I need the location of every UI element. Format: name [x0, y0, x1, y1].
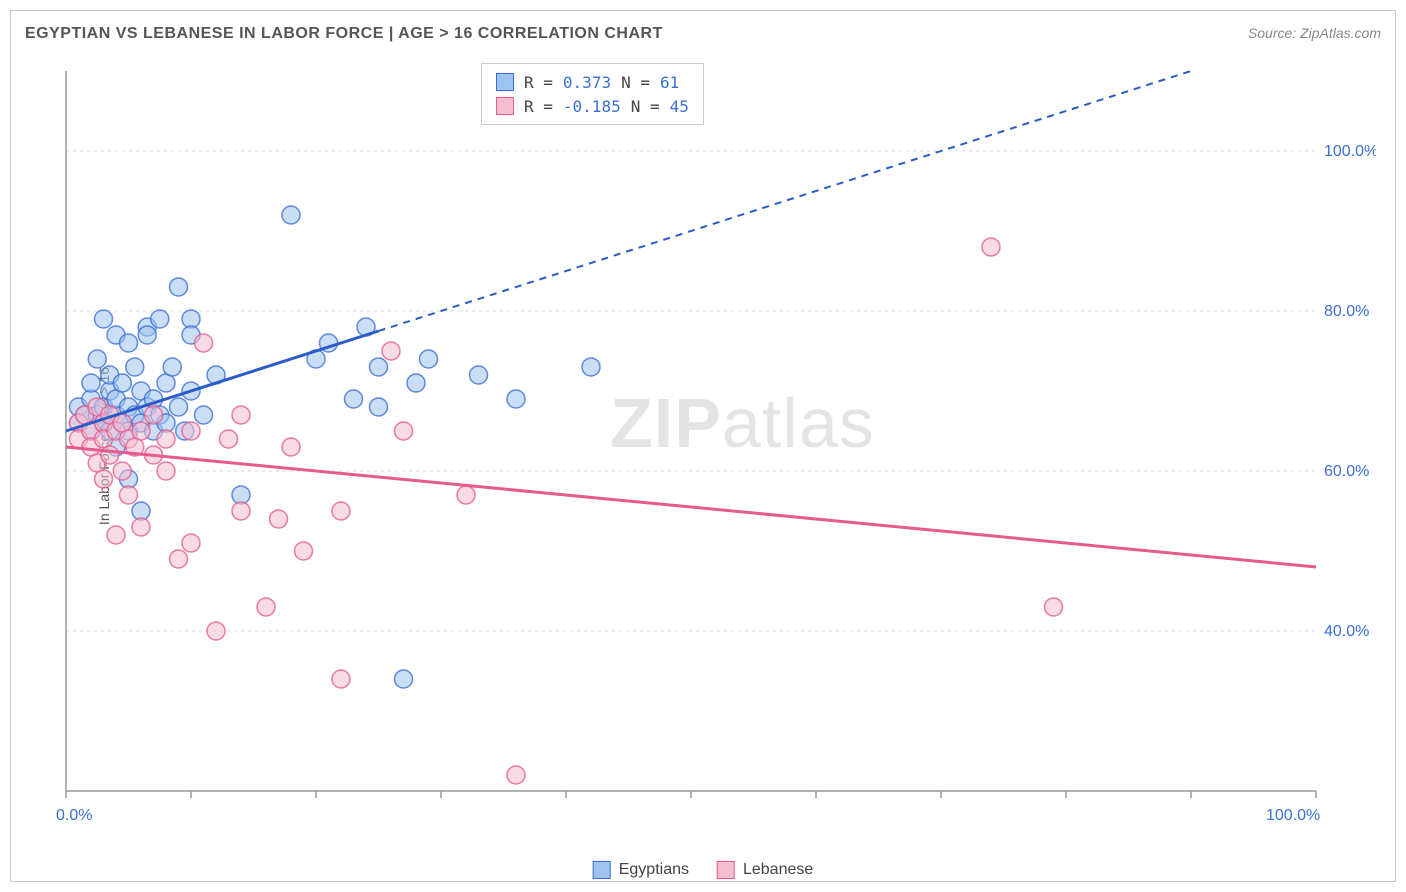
x-axis-max-label: 100.0%: [1266, 807, 1320, 825]
n-value: 45: [670, 97, 689, 116]
r-value: -0.185: [563, 97, 621, 116]
legend-swatch: [496, 97, 514, 115]
svg-text:100.0%: 100.0%: [1324, 143, 1376, 160]
n-value: 61: [660, 73, 679, 92]
series-legend-item: Egyptians: [593, 861, 689, 879]
legend-swatch: [496, 73, 514, 91]
legend-swatch: [717, 861, 735, 879]
svg-text:60.0%: 60.0%: [1324, 463, 1369, 480]
correlation-legend-row: R = -0.185 N = 45: [496, 94, 689, 118]
series-name: Lebanese: [743, 861, 813, 879]
plot-svg: 40.0% 60.0% 80.0% 100.0%: [56, 61, 1376, 831]
r-label: R =: [524, 73, 553, 92]
n-label: N =: [631, 97, 660, 116]
correlation-legend-row: R = 0.373 N = 61: [496, 70, 689, 94]
correlation-legend: R = 0.373 N = 61R =-0.185 N = 45: [481, 63, 704, 125]
series-name: Egyptians: [619, 861, 689, 879]
source-label: Source: ZipAtlas.com: [1248, 25, 1381, 41]
svg-text:40.0%: 40.0%: [1324, 623, 1369, 640]
chart-title: EGYPTIAN VS LEBANESE IN LABOR FORCE | AG…: [25, 25, 663, 43]
plot-area: 40.0%60.0%80.0%100.0% ZIPatlas: [56, 61, 1376, 831]
r-value: 0.373: [563, 73, 611, 92]
x-axis-min-label: 0.0%: [56, 807, 92, 825]
legend-swatch: [593, 861, 611, 879]
series-legend-item: Lebanese: [717, 861, 813, 879]
n-label: N =: [621, 73, 650, 92]
svg-text:80.0%: 80.0%: [1324, 303, 1369, 320]
chart-container: EGYPTIAN VS LEBANESE IN LABOR FORCE | AG…: [10, 10, 1396, 882]
r-label: R =: [524, 97, 553, 116]
series-legend: Egyptians Lebanese: [593, 861, 814, 879]
